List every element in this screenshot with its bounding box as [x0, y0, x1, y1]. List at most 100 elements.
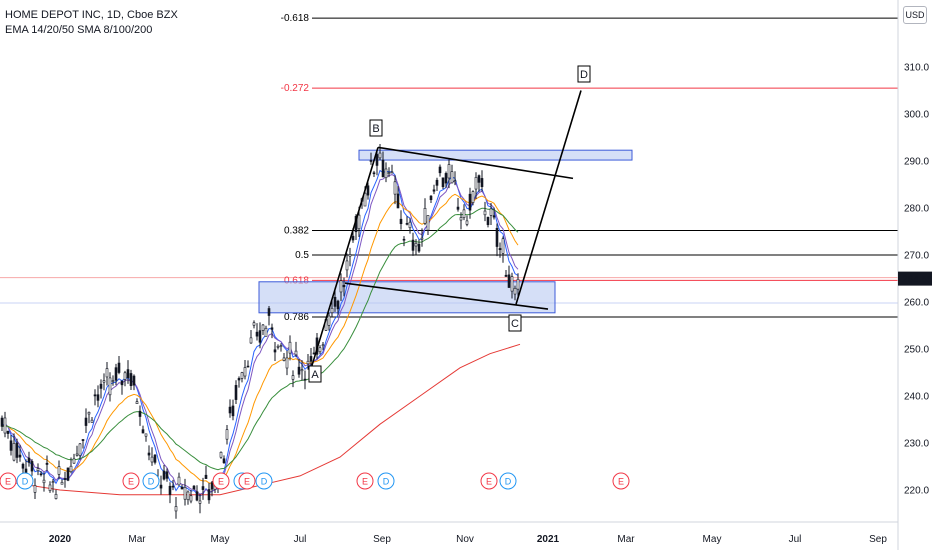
- candle: [144, 433, 148, 442]
- price-tick-label: 260.0: [904, 298, 929, 309]
- dividend-circle: [499, 472, 517, 490]
- candle-body: [222, 458, 226, 464]
- pattern-point-a[interactable]: A: [308, 365, 322, 383]
- candle: [36, 463, 40, 476]
- candle-body: [408, 221, 412, 229]
- candle-body: [366, 185, 370, 196]
- earnings-marker[interactable]: E: [0, 472, 17, 490]
- time-tick-label: Nov: [456, 534, 474, 545]
- candle-body: [414, 242, 418, 247]
- pattern-point-d[interactable]: D: [577, 65, 591, 83]
- candle: [369, 152, 373, 165]
- price-axis[interactable]: 220.0 230.0 240.0 250.0 260.0 270.0 280.0 290.0…: [897, 0, 932, 550]
- leg-ab[interactable]: [311, 147, 379, 366]
- dividend-marker[interactable]: D: [377, 472, 395, 490]
- pattern-point-b[interactable]: B: [369, 119, 383, 137]
- candle: [111, 375, 115, 386]
- candle: [219, 451, 223, 459]
- candle: [198, 494, 202, 514]
- candle: [489, 202, 493, 225]
- candle-body: [474, 177, 478, 190]
- candle: [165, 468, 169, 482]
- candle: [93, 389, 97, 406]
- dividend-marker[interactable]: D: [142, 472, 160, 490]
- event-letter: D: [22, 477, 29, 487]
- candle: [402, 236, 406, 247]
- fibonacci-levels[interactable]: -0.618 -0.272 0.382 0.5 0.618 0.786: [281, 13, 898, 323]
- rectangles[interactable]: [258, 149, 633, 314]
- earnings-marker[interactable]: E: [612, 472, 630, 490]
- candle-body: [21, 463, 25, 469]
- candle-body: [54, 494, 58, 499]
- candle-body: [339, 280, 343, 293]
- fib-level-label: 0.382: [284, 226, 309, 237]
- candle-body: [264, 327, 268, 337]
- dividend-marker[interactable]: D: [499, 472, 517, 490]
- earnings-marker[interactable]: E: [122, 472, 140, 490]
- point-label: C: [511, 318, 519, 330]
- earnings-marker[interactable]: E: [238, 472, 256, 490]
- candle: [87, 411, 91, 424]
- candle-body: [0, 417, 4, 427]
- dividend-marker[interactable]: D: [255, 472, 273, 490]
- candle: [45, 455, 49, 472]
- candle-body: [369, 160, 373, 162]
- candle-body: [426, 215, 430, 231]
- dividend-marker[interactable]: D: [16, 472, 34, 490]
- pattern-point-c[interactable]: C: [508, 314, 522, 332]
- dividend-circle: [142, 472, 160, 490]
- candle-body: [381, 159, 385, 178]
- candle-body: [441, 177, 445, 188]
- candle: [477, 174, 481, 192]
- candle-body: [309, 356, 313, 362]
- candle-body: [255, 331, 259, 337]
- candle: [39, 471, 43, 477]
- abcd-pattern[interactable]: A B C D: [308, 65, 591, 383]
- earnings-circle: [122, 472, 140, 490]
- earnings-marker[interactable]: E: [356, 472, 374, 490]
- candle: [153, 454, 157, 465]
- candle: [135, 398, 139, 405]
- candle: [372, 170, 376, 178]
- candle-body: [132, 375, 136, 386]
- time-axis[interactable]: 2020 Mar May Jul Sep Nov 2021 Mar May Jul Sep: [0, 521, 898, 545]
- candle: [414, 239, 418, 255]
- event-letter: D: [261, 477, 268, 487]
- candle-body: [276, 345, 280, 348]
- candle-body: [177, 476, 181, 486]
- candle-body: [96, 394, 100, 401]
- candle-body: [477, 175, 481, 183]
- candle: [141, 425, 145, 434]
- candle: [411, 232, 415, 256]
- symbol-title[interactable]: HOME DEPOT INC, 1D, Cboe BZX: [5, 9, 178, 21]
- time-tick-label: May: [211, 534, 230, 545]
- time-tick-label: Mar: [617, 534, 635, 545]
- candle: [132, 374, 136, 391]
- leg-cd[interactable]: [515, 90, 582, 305]
- support-zone[interactable]: [258, 281, 556, 314]
- candle: [60, 479, 64, 485]
- candle-body: [171, 485, 175, 488]
- earnings-marker[interactable]: E: [480, 472, 498, 490]
- candle-body: [12, 443, 16, 461]
- candle-body: [402, 238, 406, 241]
- candle-body: [159, 484, 163, 489]
- point-label-box: [308, 365, 322, 383]
- channel-upper-line[interactable]: [377, 146, 574, 180]
- candle-body: [465, 220, 469, 225]
- candle: [147, 445, 151, 461]
- candle-body: [483, 210, 487, 216]
- candle: [312, 346, 316, 355]
- last-price-tag[interactable]: [898, 271, 932, 286]
- currency-button[interactable]: USD: [903, 6, 927, 24]
- events[interactable]: EDEDEDEDEDEDE: [0, 472, 630, 490]
- resistance-zone[interactable]: [358, 149, 633, 161]
- candle-body: [57, 466, 61, 475]
- candle-body: [327, 315, 331, 326]
- ema-20-line: [1, 174, 519, 495]
- earnings-marker[interactable]: E: [212, 472, 230, 490]
- indicators-line[interactable]: EMA 14/20/50 SMA 8/100/200: [5, 24, 153, 36]
- channel-lower-line[interactable]: [344, 282, 549, 310]
